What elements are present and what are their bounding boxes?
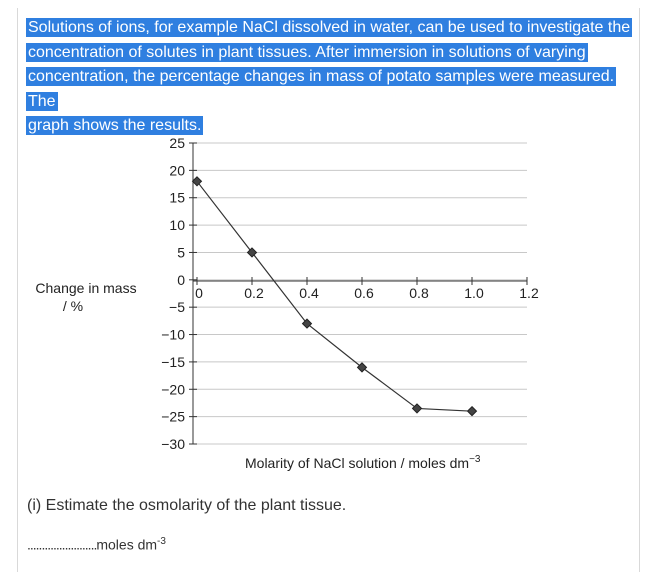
y-axis-label-line2: / % (62, 298, 84, 314)
answer-dots: ........................ (27, 536, 97, 553)
y-tick-label: −15 (161, 354, 185, 370)
y-tick-label: 10 (169, 217, 185, 233)
y-tick-label: −10 (161, 327, 185, 343)
y-tick-label: −25 (161, 409, 185, 425)
x-tick-label: 1.2 (519, 285, 539, 301)
y-tick-label: 0 (177, 272, 185, 288)
question-frame (17, 8, 640, 572)
x-axis-label: Molarity of NaCl solution / moles dm−3 (245, 454, 481, 471)
question-line-4: graph shows the results. (26, 116, 204, 135)
y-axis-label-line1: Change in mass (35, 280, 137, 296)
y-tick-label: −5 (169, 299, 185, 315)
y-tick-label: 15 (169, 190, 185, 206)
answer-line: ........................moles dm-3 (27, 536, 166, 553)
data-point-marker (301, 318, 313, 329)
x-tick-label: 0.6 (354, 285, 374, 301)
question-line-2: concentration of solutes in plant tissue… (26, 42, 588, 62)
y-tick-label: 20 (169, 162, 185, 178)
y-tick-label: 5 (177, 244, 185, 260)
data-point-marker (466, 405, 478, 417)
answer-unit-sup: -3 (157, 536, 166, 547)
data-point-marker (191, 176, 203, 187)
x-tick-label: 0.4 (299, 285, 319, 301)
sub-question: (i) Estimate the osmolarity of the plant… (27, 497, 347, 514)
data-point-marker (246, 247, 258, 258)
data-point-marker (411, 403, 423, 414)
question-text: Solutions of ions, for example NaCl diss… (26, 16, 636, 139)
question-line-1: Solutions of ions, for example NaCl diss… (26, 18, 633, 37)
y-tick-label: −20 (161, 381, 185, 397)
data-point-marker (356, 362, 368, 373)
x-axis-label-text: Molarity of NaCl solution / moles dm (245, 455, 469, 471)
y-tick-label: −30 (161, 436, 185, 452)
y-axis-label: Change in mass / % (22, 279, 150, 315)
y-tick-label: 25 (169, 135, 185, 151)
x-tick-label: 1.0 (464, 285, 484, 301)
x-tick-label: 0.2 (244, 285, 264, 301)
series-line (196, 180, 473, 412)
x-axis-label-sup: −3 (469, 454, 481, 465)
x-tick-label: 0 (195, 285, 203, 301)
x-tick-label: 0.8 (409, 285, 429, 301)
answer-unit: moles dm (96, 536, 158, 553)
